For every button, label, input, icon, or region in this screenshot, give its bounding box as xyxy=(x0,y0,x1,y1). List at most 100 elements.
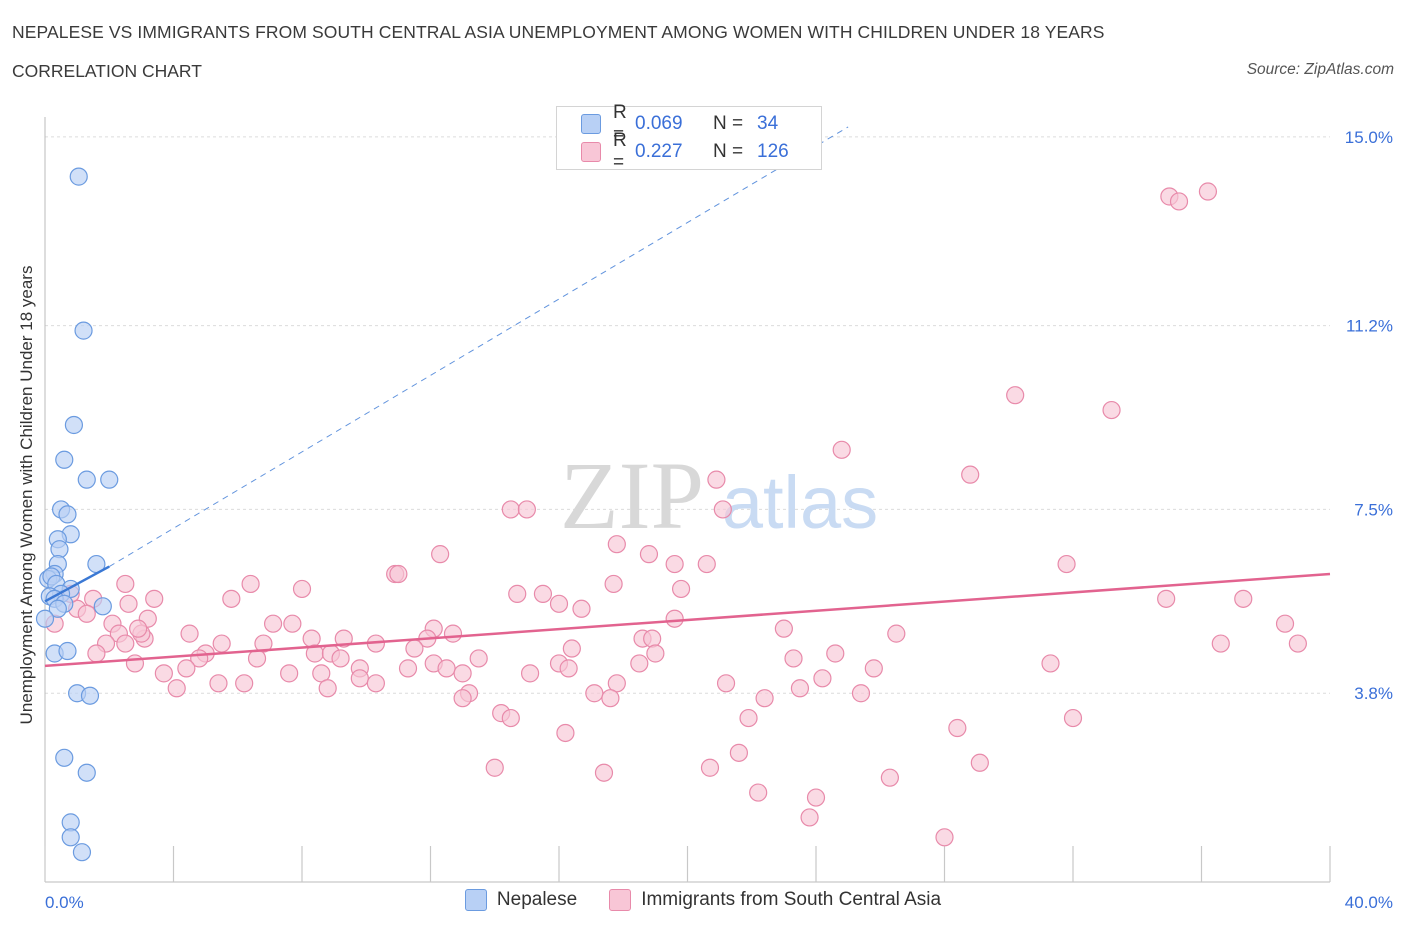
immigrants-point xyxy=(302,629,321,648)
immigrants-point xyxy=(87,644,106,663)
data-points xyxy=(35,167,1307,862)
immigrants-point xyxy=(366,674,385,693)
immigrants-point xyxy=(607,535,626,554)
n-value: 126 xyxy=(757,141,789,162)
immigrants-point xyxy=(700,758,720,777)
immigrants-point xyxy=(594,763,614,782)
trend-lines xyxy=(44,126,1331,668)
immigrants-point xyxy=(1157,589,1176,608)
immigrants-point xyxy=(334,629,353,648)
n-label: N = xyxy=(713,113,744,134)
nepalese-point xyxy=(55,748,74,767)
correlation-legend: R = 0.069 N = 34 R = 0.227 N = 126 xyxy=(556,102,822,173)
chart-title: NEPALESE VS IMMIGRANTS FROM SOUTH CENTRA… xyxy=(12,22,1105,42)
immigrants-point xyxy=(292,579,312,599)
immigrants-point xyxy=(851,684,871,703)
immigrants-point xyxy=(405,639,424,658)
r-value: 0.069 xyxy=(635,113,683,134)
immigrants-point xyxy=(713,500,732,519)
immigrants-point xyxy=(832,440,851,459)
immigrants-point xyxy=(1057,554,1076,574)
r-label: R = xyxy=(613,130,627,173)
immigrants-point xyxy=(350,669,369,688)
immigrants-point xyxy=(154,664,173,683)
immigrants-point xyxy=(508,584,527,603)
immigrants-point xyxy=(806,788,826,807)
immigrants-point xyxy=(1211,634,1230,653)
immigrants-point xyxy=(646,644,665,663)
immigrants-point xyxy=(453,664,472,683)
source-label: Source: ZipAtlas.com xyxy=(1246,61,1394,78)
immigrants-point xyxy=(697,554,716,574)
immigrants-point xyxy=(177,659,196,678)
immigrants-point xyxy=(749,783,768,802)
immigrants-point xyxy=(739,708,758,728)
immigrants-point xyxy=(263,614,283,633)
immigrants-point xyxy=(880,768,899,787)
n-value: 34 xyxy=(757,113,779,134)
immigrants-point xyxy=(331,649,350,668)
grid-lines xyxy=(45,136,1330,694)
immigrants-point xyxy=(209,674,228,693)
immigrants-point xyxy=(125,654,145,673)
immigrants-point xyxy=(887,624,906,643)
immigrants-point xyxy=(630,654,649,673)
immigrants-point xyxy=(970,753,989,772)
nepalese-point xyxy=(35,609,55,628)
r-value: 0.227 xyxy=(635,141,683,162)
nepalese-point xyxy=(69,167,88,186)
legend-label-immigrants: Immigrants from South Central Asia xyxy=(641,889,942,910)
immigrants-point xyxy=(556,723,575,743)
immigrants-point xyxy=(559,659,578,678)
tick-labels: 3.8% 7.5% 11.2% 15.0% 0.0% 40.0% xyxy=(45,128,1393,912)
immigrants-point xyxy=(729,743,749,762)
watermark: ZIP atlas xyxy=(560,442,878,549)
immigrants-point xyxy=(784,649,803,668)
immigrants-point xyxy=(222,589,241,608)
legend-row-nepalese: R = 0.069 N = 34 xyxy=(581,102,797,145)
nepalese-point xyxy=(77,470,96,489)
y-tick-label: 7.5% xyxy=(1354,500,1393,519)
immigrants-point xyxy=(241,574,260,594)
immigrants-point xyxy=(129,619,148,638)
immigrants-point xyxy=(800,808,819,827)
nepalese-point xyxy=(72,843,92,862)
immigrants-point xyxy=(1198,182,1218,201)
immigrants-point xyxy=(167,679,186,698)
immigrants-point xyxy=(755,689,774,708)
y-tick-label: 3.8% xyxy=(1354,684,1393,703)
nepalese-point xyxy=(80,686,100,705)
immigrants-point xyxy=(774,619,793,638)
immigrants-legend-swatch xyxy=(609,889,632,911)
immigrants-point xyxy=(517,500,536,519)
immigrants-point xyxy=(389,564,408,584)
immigrants-point xyxy=(961,465,980,484)
nepalese-legend-swatch xyxy=(464,889,487,911)
legend-item-immigrants: Immigrants from South Central Asia xyxy=(609,889,941,911)
immigrants-point xyxy=(1041,654,1060,673)
immigrants-point xyxy=(562,639,581,658)
immigrants-point xyxy=(247,649,267,668)
immigrants-point xyxy=(864,659,883,678)
nepalese-point xyxy=(61,828,80,847)
nepalese-point xyxy=(58,641,77,661)
immigrants-point xyxy=(585,684,604,703)
immigrants-trend-line xyxy=(44,572,1331,668)
nepalese-point xyxy=(48,599,67,618)
series-legend: Nepalese Immigrants from South Central A… xyxy=(0,889,1406,911)
immigrants-point xyxy=(318,679,337,698)
immigrants-point xyxy=(604,574,623,594)
immigrants-point xyxy=(280,664,299,683)
r-label: R = xyxy=(613,102,627,145)
immigrants-point xyxy=(716,674,736,693)
immigrants-point xyxy=(116,574,135,594)
nepalese-point xyxy=(55,450,74,469)
nepalese-point xyxy=(58,505,77,524)
immigrants-point xyxy=(533,584,553,603)
immigrants-point xyxy=(948,718,967,738)
immigrants-point xyxy=(643,629,662,648)
immigrants-point xyxy=(212,634,231,653)
immigrants-point xyxy=(1288,634,1307,653)
nepalese-trend-line xyxy=(44,565,110,603)
